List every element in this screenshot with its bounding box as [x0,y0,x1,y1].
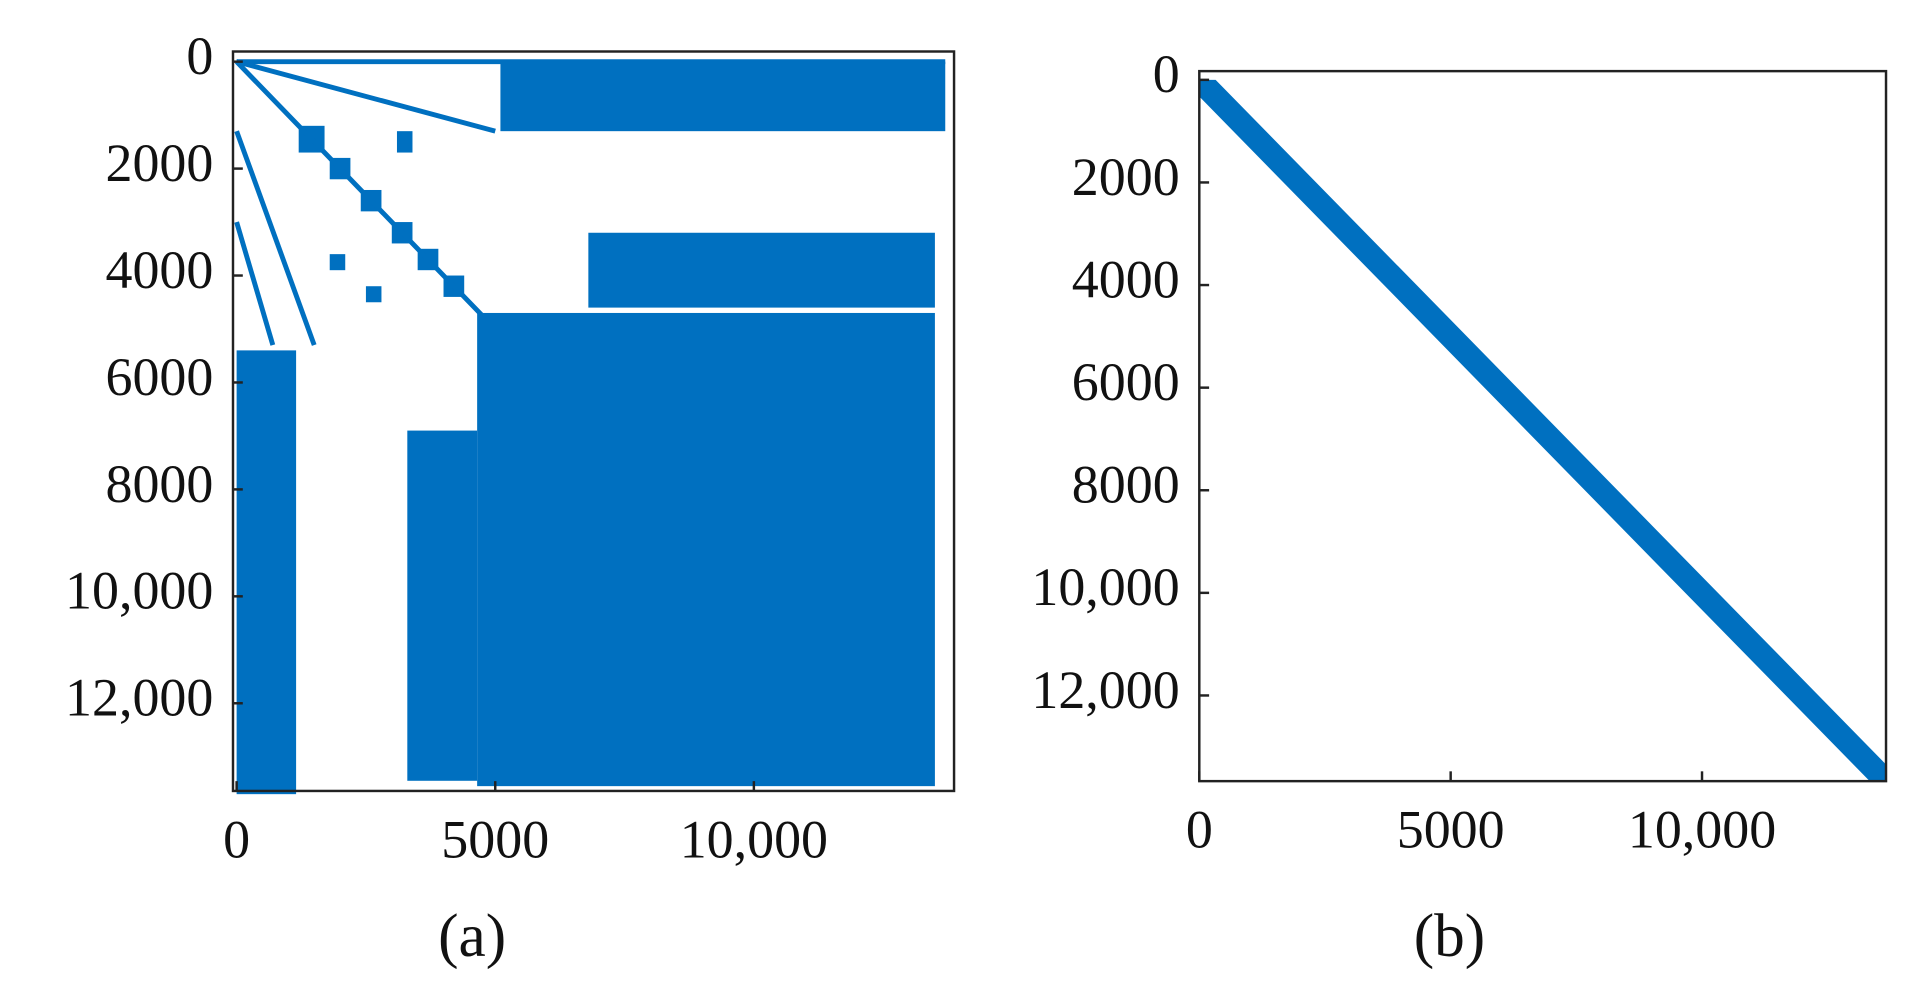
y-tick-label: 6000 [106,347,214,407]
y-tick-label: 8000 [1072,455,1180,515]
axes-box [1198,69,1888,783]
y-tick-label: 4000 [106,240,214,300]
y-tick-label: 6000 [1072,352,1180,412]
x-tick-label: 10,000 [1628,799,1776,859]
y-tick-label: 2000 [1072,147,1180,207]
x-tick-label: 10,000 [680,809,828,869]
nonzero-line [235,59,496,134]
x-tick-label: 5000 [1397,799,1505,859]
nonzero-block [588,232,935,308]
panel-caption: (b) [1414,902,1485,970]
y-tick-label: 8000 [106,454,214,514]
axes-box [231,50,956,793]
nonzero-block [407,430,478,781]
nonzero-band [1199,79,1887,782]
y-tick-label: 12,000 [65,668,213,728]
nonzero-block [365,286,382,303]
nonzero-line [234,59,487,321]
nonzero-block [329,254,346,271]
nonzero-block [236,350,297,795]
x-tick-label: 0 [1186,799,1213,859]
y-tick-label: 0 [186,26,213,86]
y-tick-label: 10,000 [65,561,213,621]
panel-caption: (a) [438,902,506,970]
nonzero-line [234,221,276,346]
nonzero-block [396,131,413,153]
nonzero-line [234,130,317,346]
y-tick-label: 12,000 [1031,660,1179,720]
y-tick-label: 10,000 [1031,557,1179,617]
y-tick-label: 4000 [1072,249,1180,309]
x-tick-label: 0 [223,809,250,869]
nonzero-block [477,312,935,787]
y-tick-label: 2000 [106,133,214,193]
nonzero-block [500,61,946,132]
x-tick-label: 5000 [441,809,549,869]
y-tick-label: 0 [1153,44,1180,104]
